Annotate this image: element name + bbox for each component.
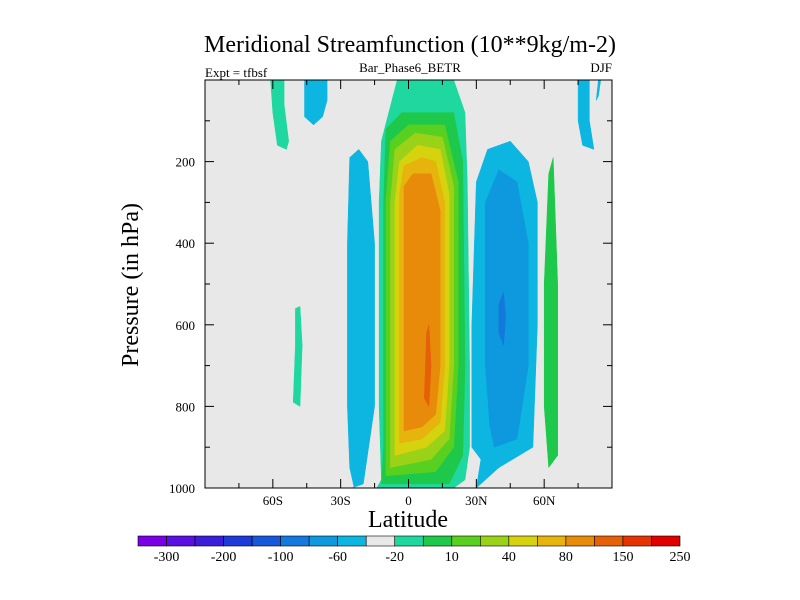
x-tick-label: 0 [405,493,412,508]
contour-nh-green-strip [543,157,558,468]
colorbar-label: -300 [154,550,180,565]
colorbar-swatch [223,535,253,547]
contour-cell-nh-blue-mid [485,169,529,448]
colorbar-swatch [137,535,167,547]
x-tick-label: 60S [263,493,283,508]
colorbar-label: 40 [502,550,516,565]
colorbar-swatch [480,535,510,547]
colorbar-label: 150 [612,550,633,565]
subtitle-left: Expt = tfbsf [205,65,268,80]
colorbar-swatch [651,535,681,547]
y-tick-label: 400 [176,236,196,251]
colorbar-swatch [251,535,281,547]
colorbar-swatch [565,535,595,547]
y-tick-label: 800 [176,399,196,414]
chart-title: Meridional Streamfunction (10**9kg/m-2) [204,32,616,58]
colorbar-label: -60 [328,550,347,565]
colorbar-swatch [394,535,424,547]
colorbar-label: -100 [268,550,294,565]
contour-hadley-l6 [403,173,441,432]
contour-cell-sh-band [347,149,375,489]
colorbar-swatch [166,535,196,547]
axis-ticks: 60S 30S 0 30N 60N 200 400 600 800 1000 [169,79,613,508]
x-tick-label: 30S [331,493,351,508]
colorbar-label: 10 [445,550,459,565]
colorbar-swatch [194,535,224,547]
contour-cell-nh-blue-inner [498,291,506,346]
colorbar-swatch [308,535,338,547]
colorbar-swatch [594,535,624,547]
colorbar-swatch [622,535,652,547]
y-tick-label: 200 [176,155,196,170]
y-tick-label: 1000 [169,481,195,496]
colorbar: -300 -200 -100 -60 -20 10 40 80 150 250 [137,535,691,565]
colorbar-swatch [422,535,453,547]
y-axis-label: Pressure (in hPa) [118,203,144,367]
colorbar-swatch [508,535,538,547]
colorbar-swatch [280,535,310,547]
colorbar-label: 250 [670,550,691,565]
contour-top-teal-sh [270,79,289,150]
colorbar-swatch [451,535,481,547]
colorbar-label: 80 [559,550,573,565]
subtitle-center: Bar_Phase6_BETR [359,60,461,75]
contour-mid-teal-sh [292,306,303,407]
x-tick-label: 30N [465,493,488,508]
subtitle-right: DJF [590,60,612,75]
colorbar-swatch [365,535,396,547]
colorbar-label: -200 [211,550,237,565]
colorbar-label: -20 [385,550,404,565]
y-tick-label: 600 [176,318,196,333]
colorbar-swatch [537,535,567,547]
contour-layer [270,79,601,489]
x-tick-label: 60N [533,493,556,508]
contour-hadley-l7 [424,324,432,407]
colorbar-swatch [337,535,367,547]
x-axis-label: Latitude [368,507,448,533]
